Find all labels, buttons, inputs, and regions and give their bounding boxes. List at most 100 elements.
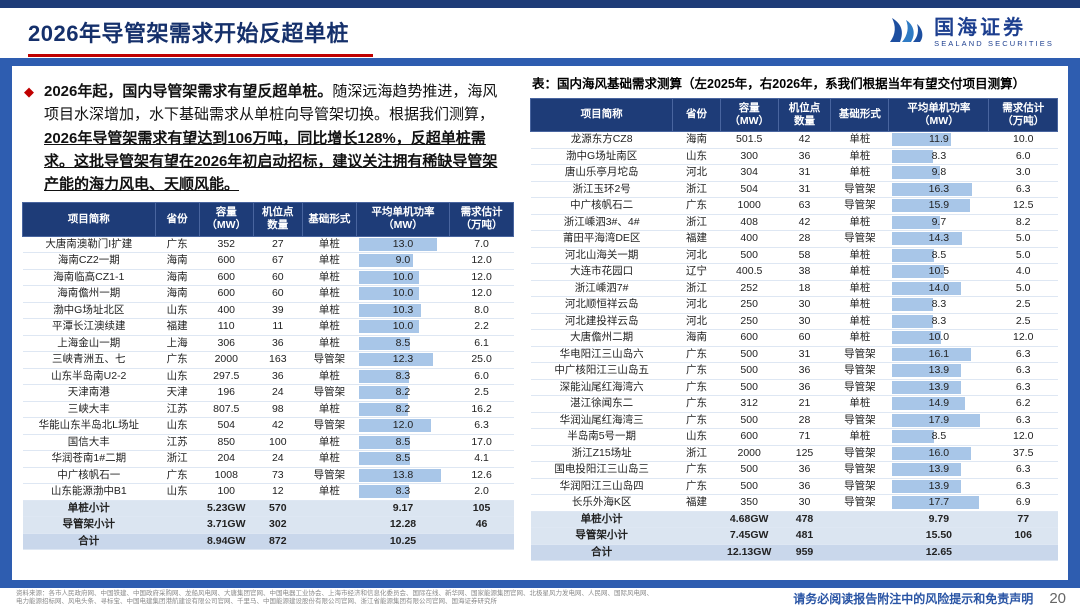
table-cell: 福建 [672, 230, 721, 248]
table-cell: 2.5 [988, 313, 1058, 331]
table-cell: 广东 [672, 412, 721, 430]
table-cell: 江苏 [155, 434, 200, 451]
table-cell: 合计 [530, 544, 673, 562]
table-cell: 14.0 [888, 280, 989, 298]
table-cell: 渤中G场址南区 [530, 148, 673, 166]
table-cell: 大唐南澳勒门I扩建 [22, 236, 156, 253]
table-cell: 导管架 [302, 351, 357, 369]
table-cell: 单桩 [302, 302, 357, 319]
table-cell: 6.3 [988, 412, 1058, 430]
table-cell: 广东 [672, 461, 721, 479]
table-row: 国信大丰 江苏 850 100 单桩 8.5 17.0 [22, 434, 514, 451]
table-cell: 17.9 [888, 412, 989, 430]
table-cell: 山东 [672, 428, 721, 446]
table-cell: 平潭长江澳续建 [22, 318, 156, 336]
table-cell: 6.0 [988, 148, 1058, 166]
power-data-bar [359, 435, 410, 449]
table-2026-demand: 项目简称 省份 容量 （MW） 机位点 数量 基础形式 平均单机功率 （MW） 需求估计 （… [529, 97, 1058, 562]
table-cell: 350 [720, 494, 779, 512]
table-cell: 252 [720, 280, 779, 298]
table-cell: 浙江玉环2号 [530, 181, 673, 199]
column-header: 省份 [672, 97, 721, 133]
table-cell: 单桩 [830, 280, 889, 298]
table-cell: 8.3 [888, 148, 989, 166]
data-sources-text: 资料来源：各市人民政府网、中国铁建、中国政府采购网、龙船风电网、大唐集团官网、中… [16, 589, 653, 605]
table-cell: 98 [253, 401, 303, 418]
diamond-bullet-icon: ◆ [24, 84, 34, 99]
table-cell [672, 527, 721, 545]
table-cell: 14.3 [888, 230, 989, 248]
table-cell: 42 [778, 214, 831, 232]
table-cell: 单桩 [830, 395, 889, 413]
table-cell: 6.1 [449, 335, 514, 352]
table-cell: 单桩 [830, 214, 889, 232]
table-cell: 2.2 [449, 318, 514, 336]
table-cell: 24 [253, 450, 303, 468]
table-cell: 13.8 [356, 467, 450, 484]
table-row: 浙江Z15场址 浙江 2000 125 导管架 16.0 37.5 [530, 445, 1058, 463]
table-cell: 6.3 [988, 379, 1058, 397]
table-cell: 单桩 [830, 247, 889, 265]
table-cell [155, 516, 200, 534]
power-data-bar [891, 496, 980, 510]
summary-row: 合计 8.94GW 872 10.25 [22, 533, 514, 550]
company-logo: 国海证券 SEALAND SECURITIES [886, 16, 1054, 51]
table-cell: 单桩 [830, 148, 889, 166]
table-cell: 导管架小计 [530, 527, 673, 545]
header-row: 项目简称 省份 容量 （MW） 机位点 数量 基础形式 平均单机功率 （MW） 需求估计 （… [22, 202, 514, 237]
power-data-bar [891, 265, 944, 279]
table-cell: 山东 [155, 368, 200, 385]
table-cell: 500 [720, 362, 779, 380]
table-cell: 12.13GW [720, 544, 779, 562]
table-cell: 唐山乐亭月坨岛 [530, 164, 673, 182]
table-cell: 4.68GW [720, 511, 779, 529]
table-row: 浙江嵊泗7# 浙江 252 18 单桩 14.0 5.0 [530, 280, 1058, 298]
table-cell: 12.0 [449, 252, 514, 270]
table-cell: 海南 [672, 329, 721, 347]
column-header: 容量 （MW） [719, 97, 779, 133]
power-data-bar [891, 215, 940, 229]
table-cell: 8.5 [356, 335, 450, 352]
table-cell: 8.5 [356, 450, 450, 468]
column-header: 机位点 数量 [777, 97, 832, 133]
table-cell: 龙源东方CZ8 [530, 131, 673, 149]
table-cell: 10.0 [356, 285, 450, 303]
table-cell: 12.6 [449, 467, 514, 484]
table-cell: 478 [778, 511, 831, 529]
summary-row: 导管架小计 7.45GW 481 15.50 106 [530, 527, 1058, 545]
table-cell: 36 [253, 368, 303, 385]
table-cell: 125 [778, 445, 831, 463]
table-cell: 500 [720, 247, 779, 265]
table-cell: 30 [778, 313, 831, 331]
table-cell: 408 [720, 214, 779, 232]
table-row: 河北建投祥云岛 河北 250 30 单桩 8.3 2.5 [530, 313, 1058, 331]
table-cell: 959 [778, 544, 831, 562]
table-cell: 31 [778, 346, 831, 364]
table-cell: 36 [778, 362, 831, 380]
table-cell: 42 [778, 131, 831, 149]
table-cell: 500 [720, 478, 779, 496]
table-cell: 8.3 [356, 368, 450, 385]
table-cell: 河北建投祥云岛 [530, 313, 673, 331]
table-cell: 中广核帆石一 [22, 467, 156, 484]
table-cell: 华能山东半岛北L场址 [22, 417, 156, 435]
table-cell: 导管架 [302, 417, 357, 435]
power-data-bar [359, 254, 413, 268]
table-cell: 106 [988, 527, 1058, 545]
table-row: 大连市花园口 辽宁 400.5 38 单桩 10.5 4.0 [530, 263, 1058, 281]
table-cell: 导管架 [830, 461, 889, 479]
power-data-bar [891, 364, 961, 378]
table-cell: 31 [778, 164, 831, 182]
left-column: ◆ 2026年起，国内导管架需求有望反超单桩。随深远海趋势推进，海风项目水深增加… [22, 72, 514, 572]
table-cell: 100 [253, 434, 303, 451]
table-cell: 7.45GW [720, 527, 779, 545]
table-cell: 300 [720, 148, 779, 166]
table-cell: 9.79 [888, 511, 989, 529]
paragraph-segment: 2026年起，国内导管架需求有望反超单桩。 [44, 83, 333, 100]
paragraph-segment: 2026年导管架需求有望达到106万吨，同比增长128%，反超单桩需求。 [44, 129, 486, 170]
table-cell: 浙江 [155, 450, 200, 468]
power-data-bar [359, 287, 419, 301]
table-cell: 570 [253, 500, 303, 517]
table-cell: 单桩小计 [530, 511, 673, 529]
table-cell: 8.5 [356, 434, 450, 451]
